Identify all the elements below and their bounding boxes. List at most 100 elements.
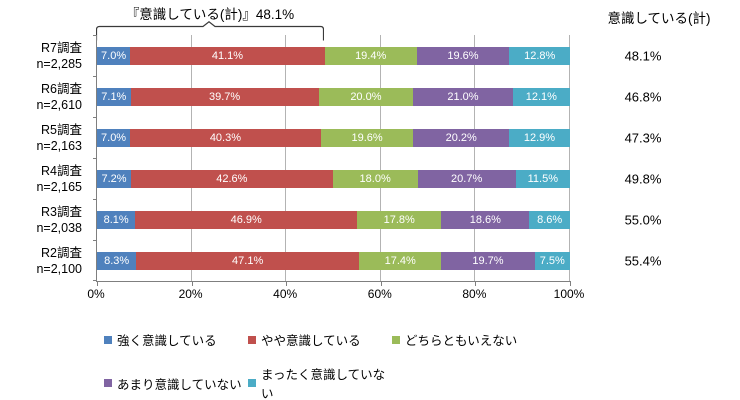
bar-segment: 20.2%	[413, 128, 509, 147]
segment-value-label: 19.7%	[472, 254, 504, 267]
y-axis-tick	[93, 158, 97, 159]
x-tick-label: 0%	[87, 287, 105, 301]
legend-label: 強く意識している	[117, 334, 217, 348]
bracket-annotation	[96, 21, 324, 41]
segment-value-label: 47.1%	[232, 254, 264, 267]
segment-value-label: 12.8%	[524, 49, 556, 62]
bar-row: 7.0% 41.1% 19.4% 19.6% 12.8%	[97, 46, 570, 65]
y-axis-tick	[93, 280, 97, 281]
segment-value-label: 20.0%	[350, 90, 382, 103]
total-value: 55.4%	[624, 253, 662, 268]
total-value: 47.3%	[624, 130, 662, 145]
category-label: R2調査 n=2,100	[0, 245, 82, 277]
bar-segment: 7.0%	[97, 46, 131, 65]
bar-segment: 12.8%	[509, 46, 570, 65]
segment-value-label: 7.5%	[539, 254, 565, 267]
x-tick-label: 40%	[273, 287, 298, 301]
segment-value-label: 18.0%	[359, 172, 391, 185]
x-axis-tick	[570, 281, 571, 286]
category-label: R7調査 n=2,285	[0, 40, 82, 72]
category-sample-size: n=2,100	[36, 261, 82, 276]
gridline	[190, 35, 192, 281]
segment-value-label: 46.9%	[230, 213, 262, 226]
bar-segment: 39.7%	[130, 87, 319, 106]
total-value: 49.8%	[624, 171, 662, 186]
segment-value-label: 19.6%	[447, 49, 479, 62]
bar-segment: 7.2%	[97, 169, 132, 188]
x-axis-tick	[191, 281, 193, 286]
segment-value-label: 12.1%	[525, 90, 557, 103]
segment-value-label: 17.4%	[384, 254, 416, 267]
bar-row: 7.2% 42.6% 18.0% 20.7% 11.5%	[97, 169, 570, 188]
total-value: 46.8%	[624, 89, 662, 104]
segment-value-label: 7.0%	[101, 49, 127, 62]
bar-segment: 20.0%	[318, 87, 414, 106]
y-axis-tick	[93, 76, 97, 77]
totals-column-header: 意識している(計)	[607, 11, 711, 26]
x-axis-tick	[475, 281, 477, 286]
bar-row: 8.1% 46.9% 17.8% 18.6% 8.6%	[97, 210, 570, 229]
segment-value-label: 19.6%	[351, 131, 383, 144]
legend-marker	[248, 379, 256, 387]
legend-item: あまり意識していない	[104, 364, 248, 400]
bar-segment: 42.6%	[131, 169, 333, 188]
bar-segment: 8.6%	[529, 210, 570, 229]
legend-row-1: 強く意識している やや意識している どちらともいえない	[104, 330, 536, 349]
segment-value-label: 41.1%	[211, 49, 244, 62]
gridline	[569, 35, 570, 281]
bar-segment: 20.7%	[417, 169, 516, 188]
segment-value-label: 21.0%	[447, 90, 479, 103]
category-label: R3調査 n=2,038	[0, 204, 82, 236]
category-label: R5調査 n=2,163	[0, 122, 82, 154]
category-name: R6調査	[41, 81, 82, 96]
total-value: 55.0%	[624, 212, 662, 227]
bar-segment: 21.0%	[413, 87, 513, 106]
segment-value-label: 18.6%	[469, 213, 501, 226]
bar-segment: 46.9%	[135, 210, 358, 229]
category-name: R3調査	[41, 204, 82, 219]
segment-value-label: 12.9%	[523, 131, 556, 144]
segment-value-label: 8.3%	[104, 254, 130, 267]
x-tick-label: 20%	[178, 287, 203, 301]
segment-value-label: 42.6%	[216, 172, 248, 185]
bar-segment: 7.5%	[534, 251, 570, 270]
bar-row: 7.0% 40.3% 19.6% 20.2% 12.9%	[97, 128, 570, 147]
bar-segment: 12.9%	[508, 128, 570, 147]
y-axis-tick	[93, 240, 97, 241]
segment-value-label: 39.7%	[208, 90, 241, 103]
x-axis-tick	[380, 281, 382, 286]
x-axis-labels: 0% 20% 40% 60% 80% 100%	[87, 287, 584, 301]
segment-value-label: 17.8%	[383, 213, 415, 226]
bar-segment: 41.1%	[130, 46, 325, 65]
segment-value-label: 40.3%	[209, 131, 242, 144]
category-name: R4調査	[41, 163, 82, 178]
bar-segment: 19.4%	[324, 46, 417, 65]
plot-area: 7.0% 41.1% 19.4% 19.6% 12.8% 7.1% 39.7% 20.0% 21…	[93, 35, 571, 286]
bar-row: 7.1% 39.7% 20.0% 21.0% 12.1%	[97, 87, 570, 106]
x-tick-label: 80%	[462, 287, 487, 301]
bar-segment: 8.1%	[97, 210, 136, 229]
bar-row: 8.3% 47.1% 17.4% 19.7% 7.5%	[97, 251, 570, 270]
legend-item: まったく意識していない	[248, 364, 392, 400]
legend-label: やや意識している	[261, 334, 361, 348]
legend-marker	[392, 335, 400, 344]
x-axis-tick	[286, 281, 288, 286]
gridline	[379, 35, 381, 281]
legend-label: あまり意識していない	[117, 377, 242, 392]
category-name: R2調査	[41, 245, 82, 260]
legend-marker	[104, 335, 112, 344]
legend-marker	[248, 335, 256, 344]
legend-item: どちらともいえない	[392, 330, 536, 349]
y-axis-tick	[93, 199, 97, 200]
segment-value-label: 8.1%	[103, 213, 129, 226]
category-labels: R7調査 n=2,285 R6調査 n=2,610 R5調査 n=2,163 R4調査 n=2…	[0, 35, 90, 281]
legend-label: まったく意識していない	[261, 368, 386, 400]
totals-column: 48.1% 46.8% 47.3% 49.8% 55.0% 55.4%	[601, 35, 685, 281]
bar-segment: 18.6%	[441, 210, 530, 229]
bar-segment: 7.0%	[97, 128, 131, 147]
legend-item: 強く意識している	[104, 330, 248, 349]
bar-segment: 7.1%	[97, 87, 131, 106]
bar-segment: 12.1%	[512, 87, 570, 106]
bar-segment: 40.3%	[130, 128, 321, 147]
